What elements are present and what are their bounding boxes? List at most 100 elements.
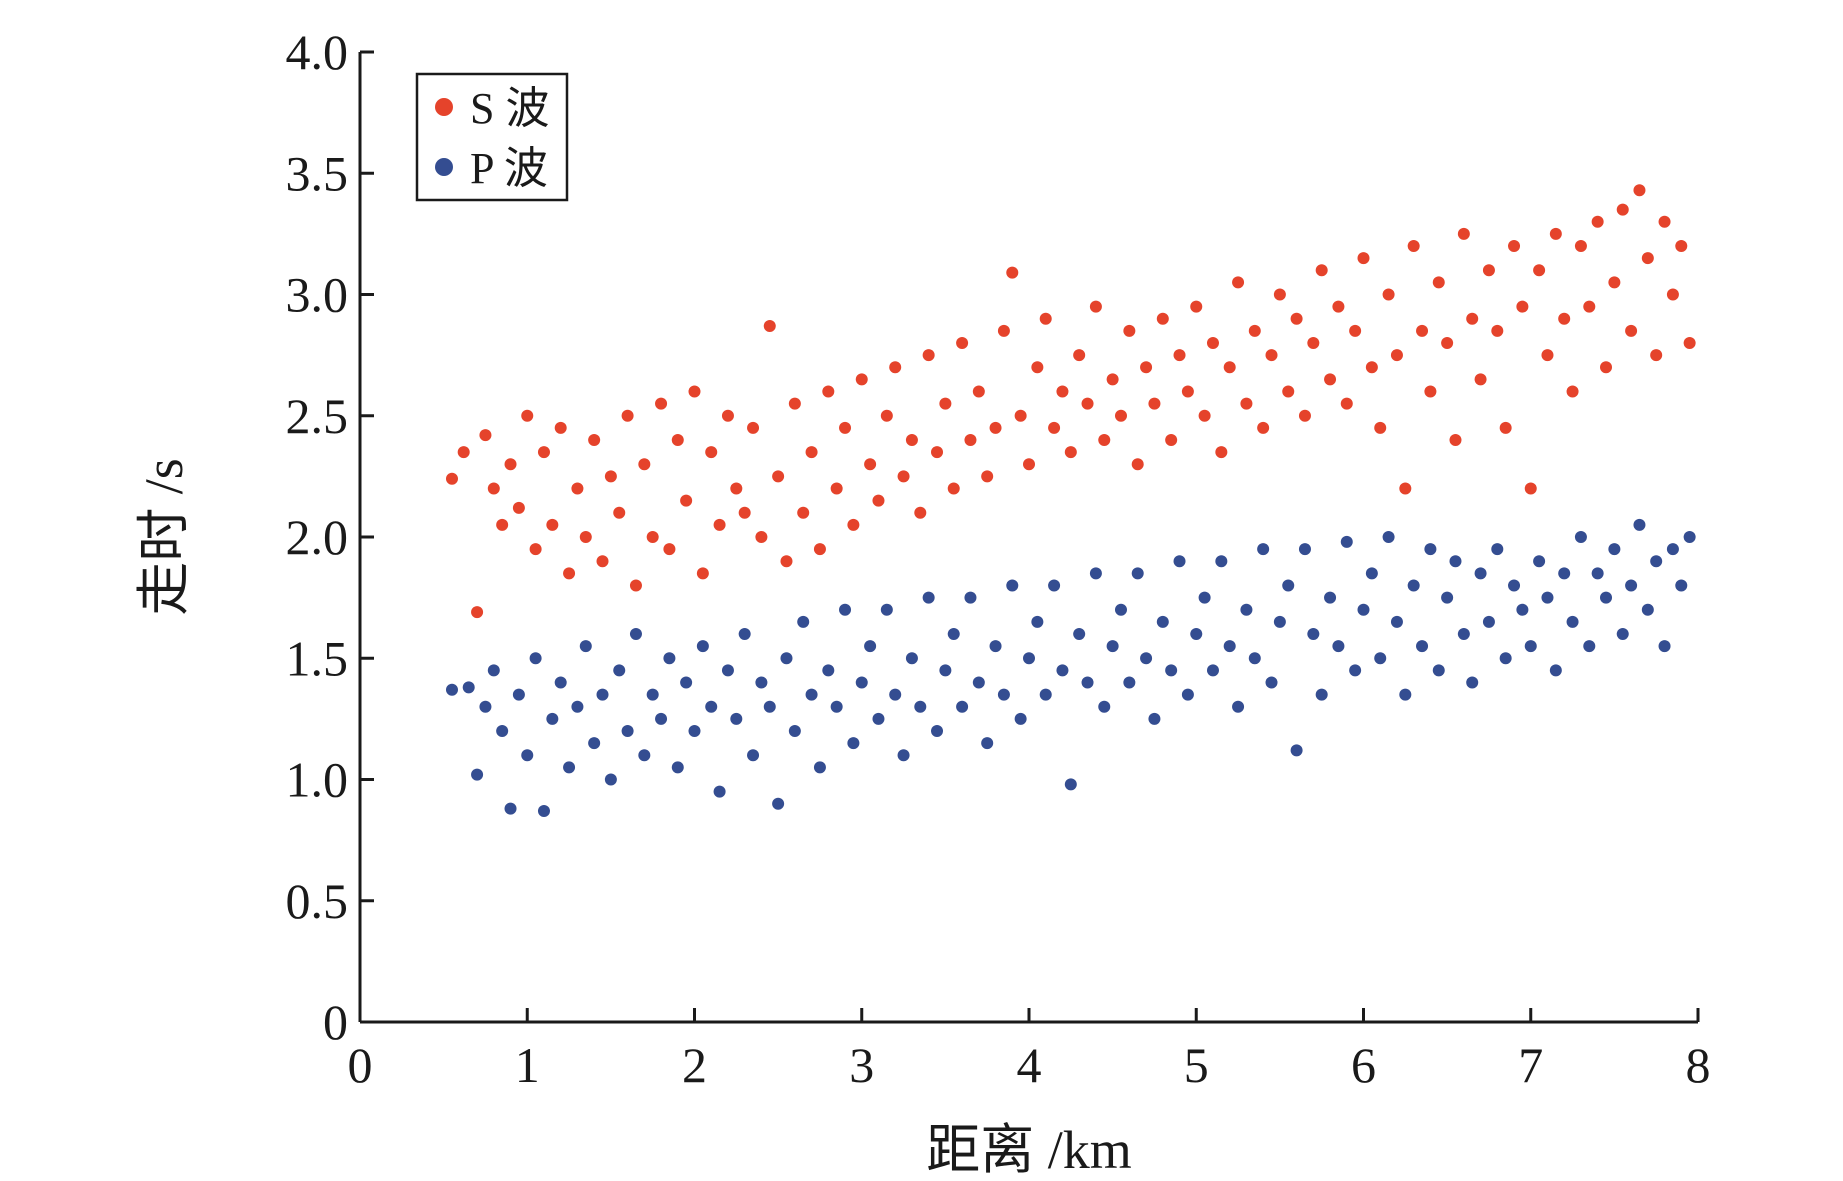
s-wave-point (847, 518, 860, 531)
s-wave-point (1148, 397, 1161, 410)
p-wave-point (629, 628, 642, 640)
p-wave-point (713, 785, 726, 798)
s-wave-point (1349, 324, 1362, 337)
p-wave-point (1533, 555, 1546, 568)
s-wave-point (1600, 361, 1613, 374)
s-wave-point (487, 482, 500, 495)
s-wave-point (1591, 215, 1604, 228)
s-wave-point (1114, 409, 1127, 422)
s-wave-point (638, 458, 651, 471)
s-wave-point (1549, 227, 1562, 240)
s-wave-point (546, 518, 559, 531)
p-wave-point (479, 700, 492, 713)
p-wave-point (1257, 543, 1270, 556)
p-wave-point (1156, 615, 1169, 628)
s-wave-point (1432, 276, 1445, 289)
s-wave-point (755, 531, 768, 543)
s-wave-point (1382, 288, 1395, 301)
s-wave-point (655, 397, 668, 410)
p-wave-point (1399, 688, 1412, 701)
p-wave-point (445, 683, 458, 696)
p-wave-point (1541, 591, 1554, 604)
s-wave-point (1499, 421, 1512, 434)
p-wave-point (805, 688, 818, 701)
s-wave-point (479, 429, 492, 442)
s-wave-point (1014, 409, 1027, 422)
p-wave-point (1407, 579, 1420, 592)
s-wave-point (897, 470, 910, 483)
p-wave-point (956, 700, 969, 713)
s-wave-point (1374, 421, 1387, 434)
s-wave-point (1524, 482, 1537, 495)
legend: S 波 P 波 (415, 72, 569, 202)
s-wave-point (1416, 324, 1429, 337)
p-wave-point (822, 664, 835, 677)
s-wave-point (1625, 324, 1638, 337)
s-wave-point (1616, 203, 1629, 216)
p-wave-point (1449, 555, 1462, 568)
p-wave-point (1474, 567, 1487, 580)
s-wave-point (445, 472, 458, 485)
x-tick-label: 8 (1686, 1037, 1711, 1093)
p-wave-point (638, 749, 651, 762)
s-wave-point (457, 446, 470, 459)
legend-p-wave-marker (435, 158, 453, 176)
p-wave-point (1298, 543, 1311, 556)
p-wave-point (747, 749, 760, 762)
s-wave-point (1574, 240, 1587, 252)
s-wave-point (889, 361, 902, 374)
s-wave-point (1583, 300, 1596, 313)
s-wave-point (696, 567, 709, 580)
p-wave-point (471, 768, 484, 781)
x-tick-label: 2 (682, 1037, 707, 1093)
s-wave-point (1006, 266, 1019, 279)
s-wave-point (646, 531, 659, 543)
s-wave-point (1332, 300, 1345, 313)
s-wave-point (947, 482, 960, 495)
p-wave-point (1357, 603, 1370, 616)
s-wave-point (1340, 397, 1353, 410)
s-wave-point (1031, 361, 1044, 374)
s-wave-point (1441, 337, 1454, 349)
s-wave-point (1683, 337, 1696, 349)
p-wave-point (905, 652, 918, 665)
s-wave-point (1365, 361, 1378, 374)
p-wave-point (613, 664, 626, 677)
p-wave-point (763, 700, 776, 713)
p-wave-point (1240, 603, 1253, 616)
s-wave-point (1424, 385, 1437, 398)
p-wave-point (1457, 628, 1470, 640)
s-wave-point (596, 555, 609, 568)
s-wave-point (1156, 312, 1169, 325)
p-wave-point (1081, 676, 1094, 689)
p-wave-point (646, 688, 659, 701)
s-wave-point (956, 337, 969, 349)
s-wave-point (1173, 349, 1186, 362)
s-wave-point (880, 409, 893, 422)
p-wave-point (1508, 579, 1521, 592)
s-wave-point (1357, 252, 1370, 265)
s-wave-point (1407, 240, 1420, 252)
p-wave-point (1633, 518, 1646, 531)
s-wave-point (1541, 349, 1554, 362)
x-axis-ticks: 0 1 2 3 4 5 6 7 8 (348, 1008, 1711, 1093)
legend-s-wave-label: S 波 (470, 84, 549, 133)
s-wave-point (1056, 385, 1069, 398)
p-wave-point (604, 773, 617, 786)
s-wave-point (1023, 458, 1035, 471)
y-tick-label: 1.5 (286, 630, 349, 686)
p-wave-point (864, 640, 877, 653)
s-wave-point (972, 385, 985, 398)
s-wave-point (1307, 337, 1320, 349)
s-wave-point (1508, 240, 1521, 252)
p-wave-point (964, 591, 977, 604)
s-wave-point (1089, 300, 1102, 313)
p-wave-point (813, 761, 826, 774)
s-wave-point (1516, 300, 1529, 313)
s-wave-point (864, 458, 877, 471)
s-wave-point (504, 458, 517, 471)
p-wave-point (1424, 543, 1437, 556)
p-wave-point (922, 591, 935, 604)
p-wave-point (1482, 615, 1495, 628)
p-wave-point (1173, 555, 1186, 568)
